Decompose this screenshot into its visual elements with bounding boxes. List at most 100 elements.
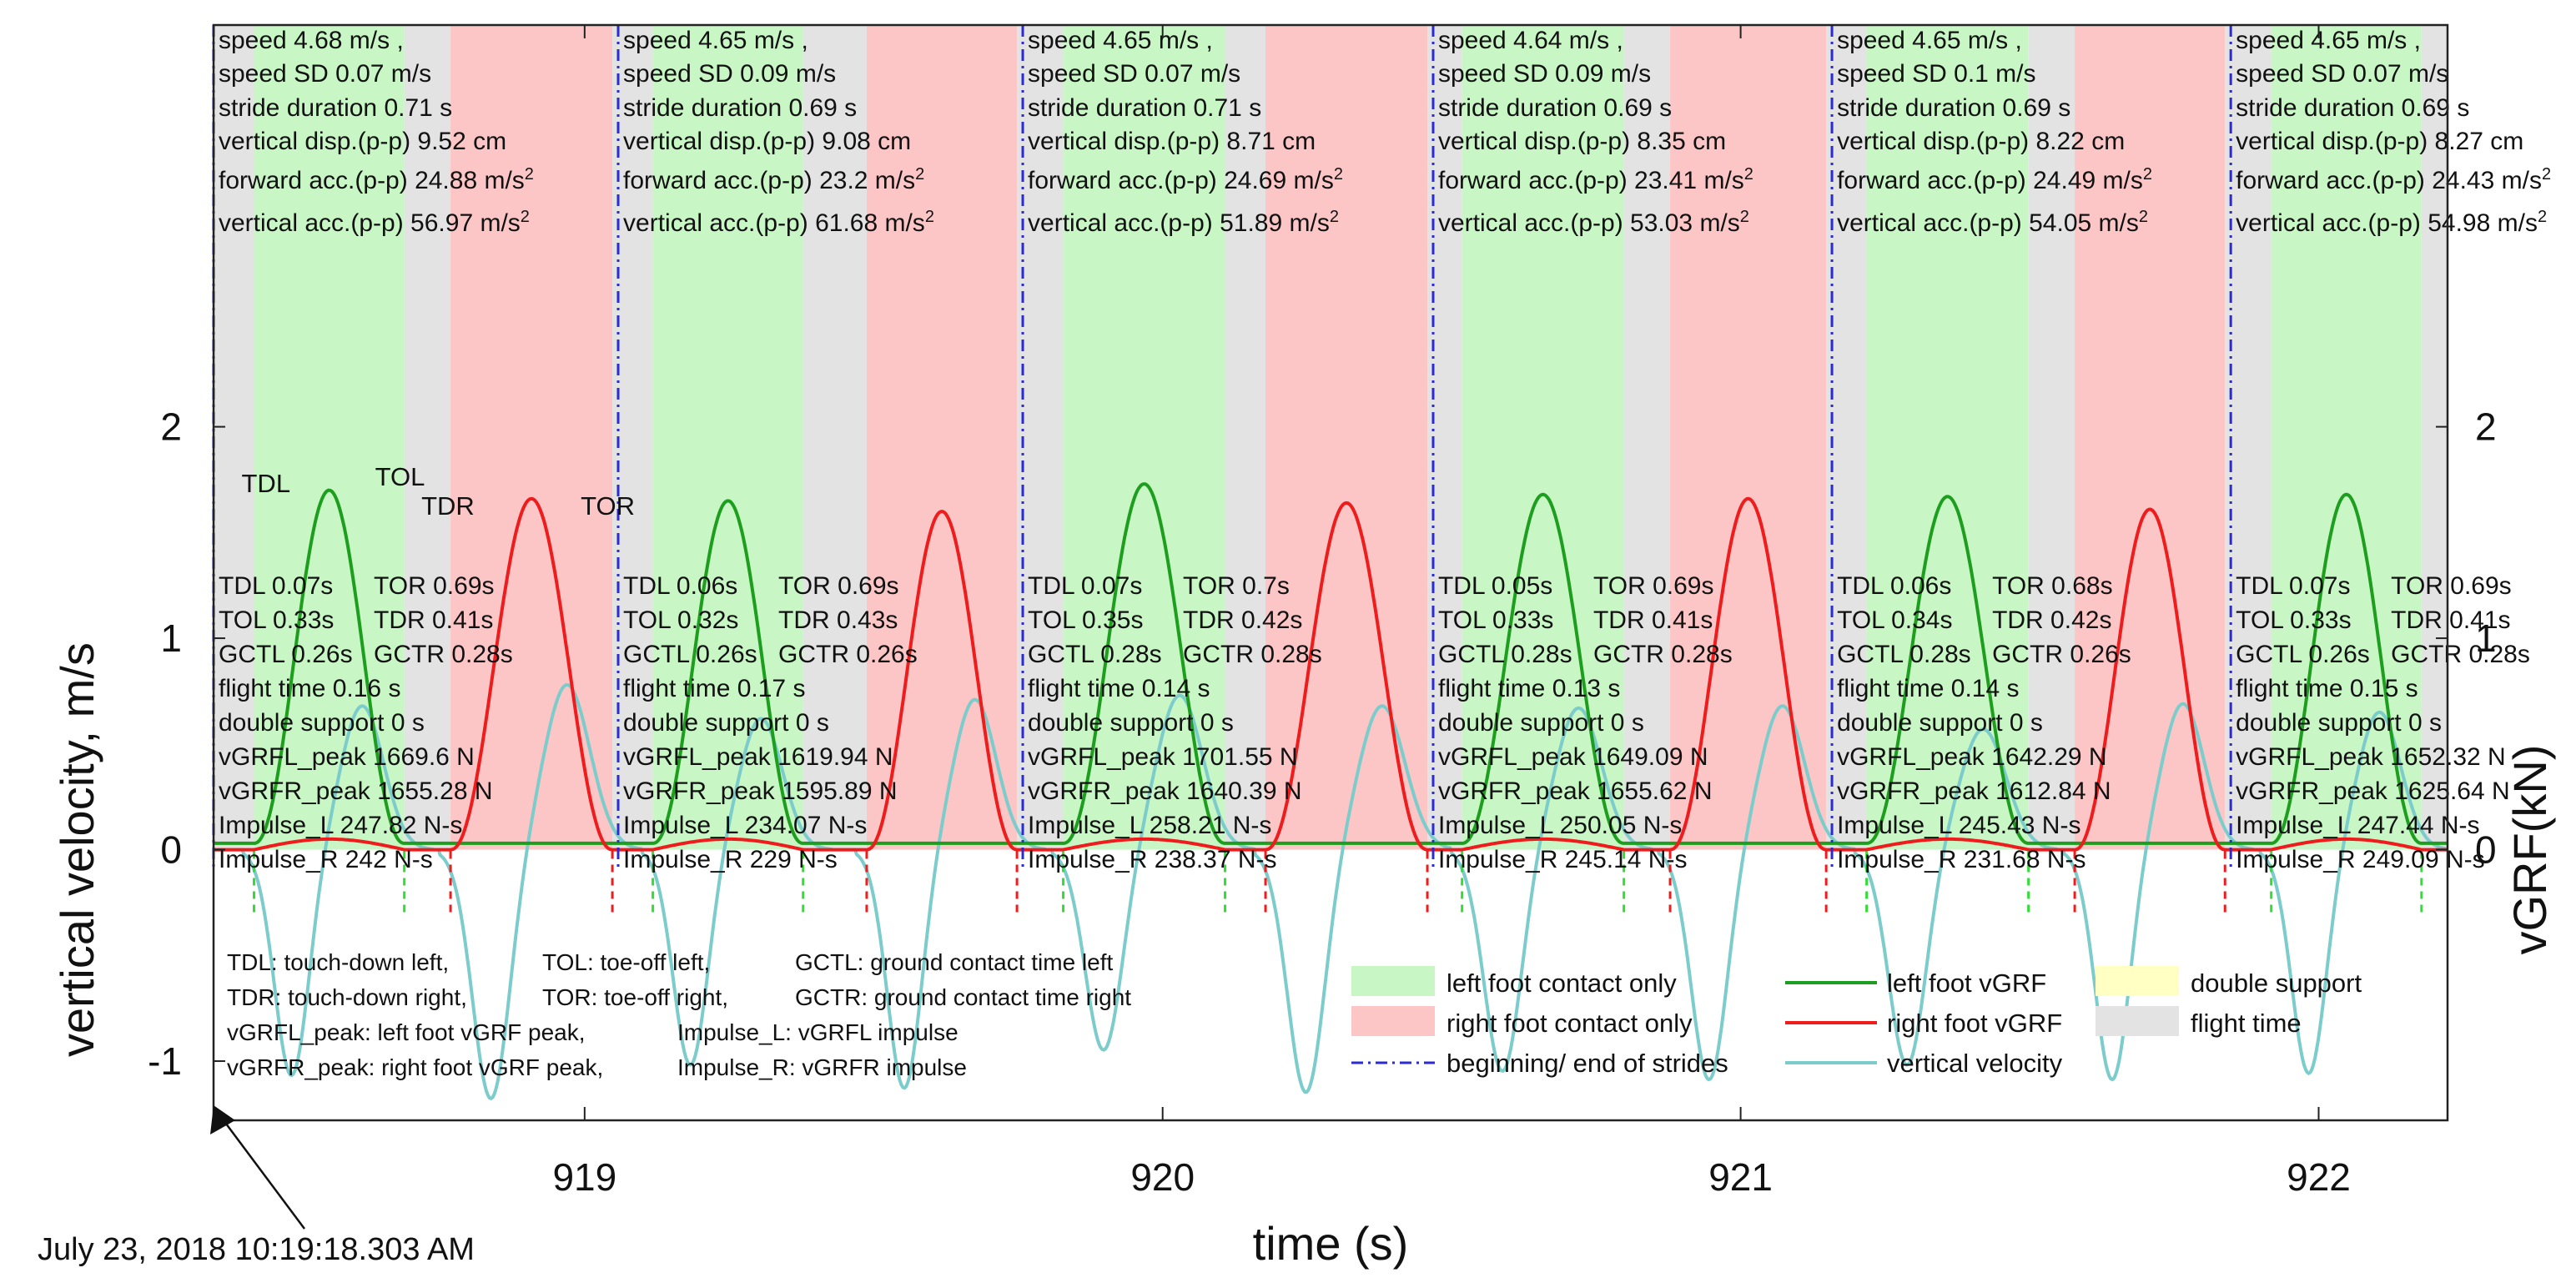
stride-detail-line: Impulse_R 245.14 N-s xyxy=(1438,846,1687,873)
stride-stat-line: stride duration 0.69 s xyxy=(1438,94,1672,122)
stride-param-left: GCTL 0.28s xyxy=(1028,641,1162,668)
left-contact-band-3 xyxy=(1063,25,1225,850)
stride-stats-4: speed 4.64 m/s , speed SD 0.09 m/s stride … xyxy=(1438,27,1753,237)
stride-param-right: TOR 0.69s xyxy=(778,572,899,600)
stride-param-left: TDL 0.07s xyxy=(219,572,333,600)
right-contact-band-2 xyxy=(866,25,1018,850)
event-label-tor: TOR xyxy=(581,491,635,521)
stride-detail-line: Impulse_L 234.07 N-s xyxy=(623,812,867,839)
stride-stat-line: speed 4.65 m/s , xyxy=(2236,27,2421,54)
superscript: 2 xyxy=(525,165,534,184)
stride-stat-line: vertical acc.(p-p) 54.98 m/s2 xyxy=(2236,208,2547,237)
stride-detail-line: flight time 0.14 s xyxy=(1028,675,1210,702)
y2-tick-label: 1 xyxy=(2475,616,2497,660)
stride-params-5: TDL 0.06s TOR 0.68s TOL 0.34s TDR 0.42s GCTL… xyxy=(1837,572,2131,873)
legend-item-flight: flight time xyxy=(2096,1006,2302,1038)
flight-band-5 xyxy=(2225,25,2231,850)
stride-detail-line: flight time 0.13 s xyxy=(1438,675,1620,702)
stride-param-left: GCTL 0.28s xyxy=(1837,641,1971,668)
stride-stat-line: vertical acc.(p-p) 51.89 m/s2 xyxy=(1028,208,1339,237)
x-tick-label: 922 xyxy=(2287,1155,2351,1199)
x-axis-title: time (s) xyxy=(1253,1217,1409,1270)
stride-stat-line: speed SD 0.09 m/s xyxy=(1438,60,1651,88)
superscript: 2 xyxy=(2542,165,2551,184)
flight-band-6 xyxy=(2231,25,2272,850)
stride-detail-line: flight time 0.17 s xyxy=(623,675,805,702)
superscript: 2 xyxy=(2143,165,2152,184)
stride-stat-line: vertical disp.(p-p) 9.52 cm xyxy=(219,128,506,155)
superscript: 2 xyxy=(2538,208,2547,226)
stride-detail-line: double support 0 s xyxy=(1438,709,1644,737)
stride-detail-line: Impulse_R 242 N-s xyxy=(219,846,433,873)
legend-label: left foot vGRF xyxy=(1887,969,2046,998)
stride-param-right: TDR 0.43s xyxy=(778,606,898,634)
stride-detail-line: double support 0 s xyxy=(219,709,425,737)
stride-param-right: TOR 0.69s xyxy=(1593,572,1714,600)
y-tick-label: -1 xyxy=(148,1039,182,1083)
x-tick-label: 921 xyxy=(1708,1155,1773,1199)
stride-stat-line: speed SD 0.07 m/s xyxy=(219,60,431,88)
stride-stats-3: speed 4.65 m/s , speed SD 0.07 m/s stride … xyxy=(1028,27,1343,237)
event-label-tol: TOL xyxy=(375,462,425,491)
x-tick-label: 919 xyxy=(552,1155,616,1199)
flight-band-1 xyxy=(404,25,451,850)
stride-detail-line: vGRFL_peak 1701.55 N xyxy=(1028,743,1298,771)
stride-param-left: TDL 0.05s xyxy=(1438,572,1552,600)
axes: -1 0 1 2 0 1 2 919 920 921 922 time (s) vertical vel… xyxy=(38,23,2556,1270)
legend-item-double-support: double support xyxy=(2096,966,2362,998)
left-vgrf-line xyxy=(214,482,2448,845)
stride-param-right: GCTR 0.26s xyxy=(1992,641,2131,668)
plot-frame xyxy=(212,23,2449,1122)
stride-stat-line: vertical acc.(p-p) 53.03 m/s2 xyxy=(1438,208,1749,237)
stride-param-right: GCTR 0.28s xyxy=(374,641,513,668)
legend-item-stride-line: beginning/ end of strides xyxy=(1351,1049,1728,1078)
stride-param-right: TOR 0.69s xyxy=(2391,572,2512,600)
left-contact-band-2 xyxy=(652,25,803,850)
stride-detail-line: vGRFR_peak 1640.39 N xyxy=(1028,777,1302,805)
right-contact-band-3 xyxy=(1265,25,1428,850)
stride-stat-line: stride duration 0.69 s xyxy=(623,94,857,122)
stride-param-right: GCTR 0.28s xyxy=(2391,641,2530,668)
flight-band-5 xyxy=(2028,25,2075,850)
stride-param-right: GCTR 0.26s xyxy=(778,641,918,668)
stride-detail-line: flight time 0.14 s xyxy=(1837,675,2019,702)
event-label-tdl: TDL xyxy=(242,469,291,498)
stride-detail-line: Impulse_R 231.68 N-s xyxy=(1837,846,2085,873)
timestamp-pointer xyxy=(217,1113,306,1230)
stride-param-left: GCTL 0.28s xyxy=(1438,641,1572,668)
stride-param-right: GCTR 0.28s xyxy=(1183,641,1322,668)
abbreviation-item: GCTL: ground contact time left xyxy=(795,949,1114,975)
legend-label: right foot vGRF xyxy=(1887,1009,2062,1038)
superscript: 2 xyxy=(521,208,530,226)
stride-stats-2: speed 4.65 m/s , speed SD 0.09 m/s stride … xyxy=(623,27,934,237)
legend-swatch xyxy=(1351,966,1435,996)
stride-param-right: TDR 0.42s xyxy=(1992,606,2111,634)
stride-param-left: TOL 0.33s xyxy=(1438,606,1553,634)
stride-params-6: TDL 0.07s TOR 0.69s TOL 0.33s TDR 0.41s GCTL… xyxy=(2236,572,2530,873)
stride-stat-line: stride duration 0.69 s xyxy=(1837,94,2070,122)
left-contact-band-1 xyxy=(254,25,405,850)
stride-param-right: GCTR 0.28s xyxy=(1593,641,1733,668)
legend-item-right-vgrf: right foot vGRF xyxy=(1785,1009,2062,1038)
stride-param-left: TOL 0.34s xyxy=(1837,606,1952,634)
flight-band-2 xyxy=(1017,25,1024,850)
y-tick-label: 2 xyxy=(160,405,182,449)
stride-stat-line: stride duration 0.71 s xyxy=(219,94,452,122)
stride-param-left: TOL 0.35s xyxy=(1028,606,1143,634)
stride-stat-line: speed SD 0.07 m/s xyxy=(1028,60,1240,88)
stride-detail-line: Impulse_L 247.82 N-s xyxy=(219,812,462,839)
flight-band-6 xyxy=(2421,25,2448,850)
y2-tick-label: 2 xyxy=(2475,405,2497,449)
stride-param-left: GCTL 0.26s xyxy=(219,641,353,668)
event-label-tdr: TDR xyxy=(421,491,475,521)
stride-stat-line: vertical disp.(p-p) 9.08 cm xyxy=(623,128,911,155)
stride-stat-line: stride duration 0.71 s xyxy=(1028,94,1261,122)
stride-param-left: TOL 0.33s xyxy=(2236,606,2351,634)
stride-stat-line: forward acc.(p-p) 24.43 m/s2 xyxy=(2236,165,2551,194)
superscript: 2 xyxy=(1744,165,1753,184)
stride-stat-line: vertical acc.(p-p) 61.68 m/s2 xyxy=(623,208,934,237)
legend-label: left foot contact only xyxy=(1446,969,1677,998)
legend-label: double support xyxy=(2191,969,2362,998)
